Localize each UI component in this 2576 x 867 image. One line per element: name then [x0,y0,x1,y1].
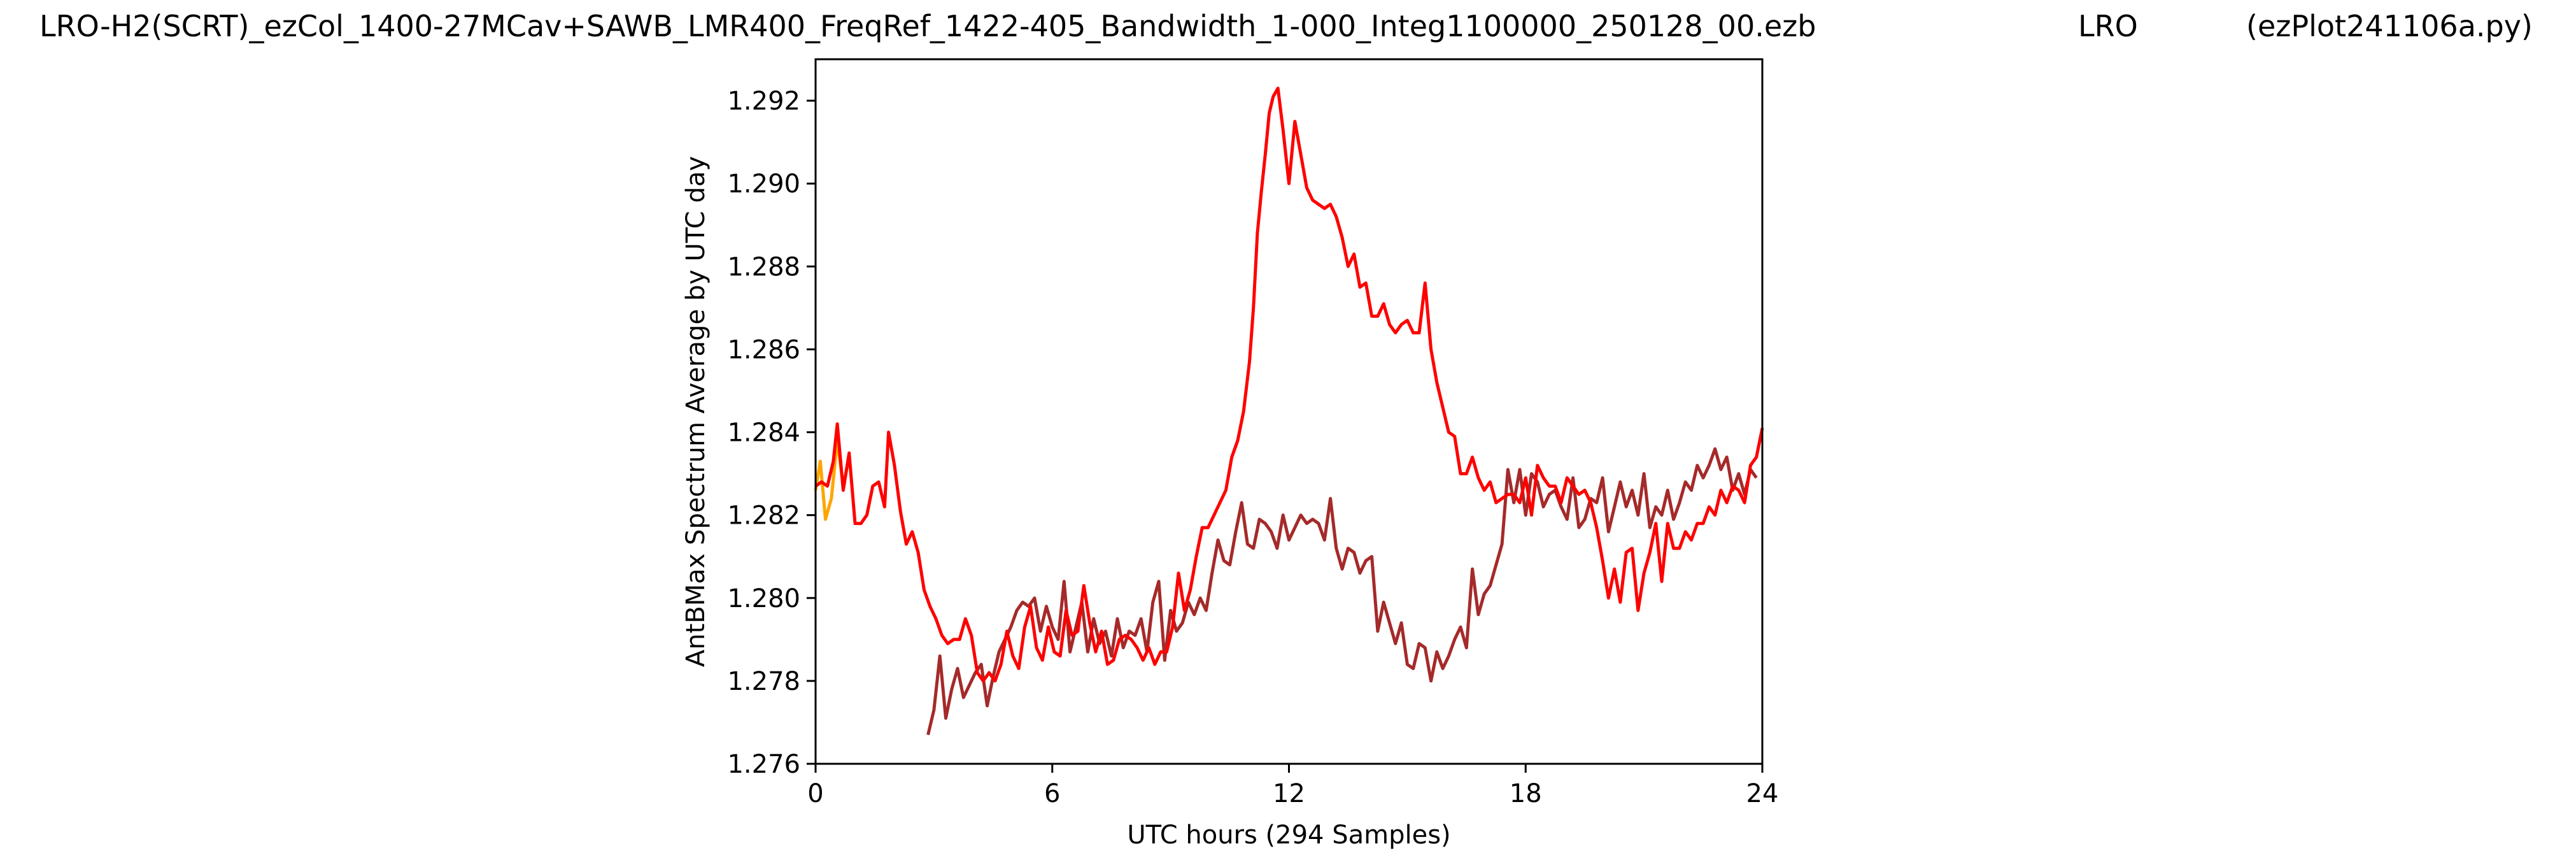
y-tick-label: 1.284 [727,419,800,448]
y-tick-label: 1.280 [727,584,800,613]
x-tick-label: 18 [1510,779,1542,808]
y-tick-label: 1.288 [727,252,800,282]
y-tick-label: 1.290 [727,169,800,199]
x-tick-label: 12 [1273,779,1305,808]
plot-frame [814,58,1764,765]
y-tick-label: 1.276 [727,750,800,779]
series-line-3 [814,87,1764,683]
station-label: LRO [2078,9,2138,43]
y-tick-label: 1.282 [727,501,800,531]
y-tick-label: 1.278 [727,667,800,696]
chart-lines [814,87,1764,736]
x-tick-label: 0 [807,779,823,808]
script-label: (ezPlot241106a.py) [2246,9,2533,43]
y-tick-label: 1.292 [727,87,800,116]
y-axis-ticks: 1.276 1.278 1.280 1.282 1.284 1.286 1.288 1.290… [727,87,816,779]
x-tick-label: 6 [1044,779,1060,808]
x-axis-ticks: 0 6 12 18 24 [807,764,1778,808]
series-line-2 [926,447,1758,736]
chart-title: LRO-H2(SCRT)_ezCol_1400-27MCav+SAWB_LMR4… [39,9,1816,43]
x-axis-label: UTC hours (294 Samples) [1127,820,1450,850]
y-axis-label: AntBMax Spectrum Average by UTC day [681,156,711,667]
y-tick-label: 1.286 [727,335,800,364]
x-tick-label: 24 [1746,779,1779,808]
